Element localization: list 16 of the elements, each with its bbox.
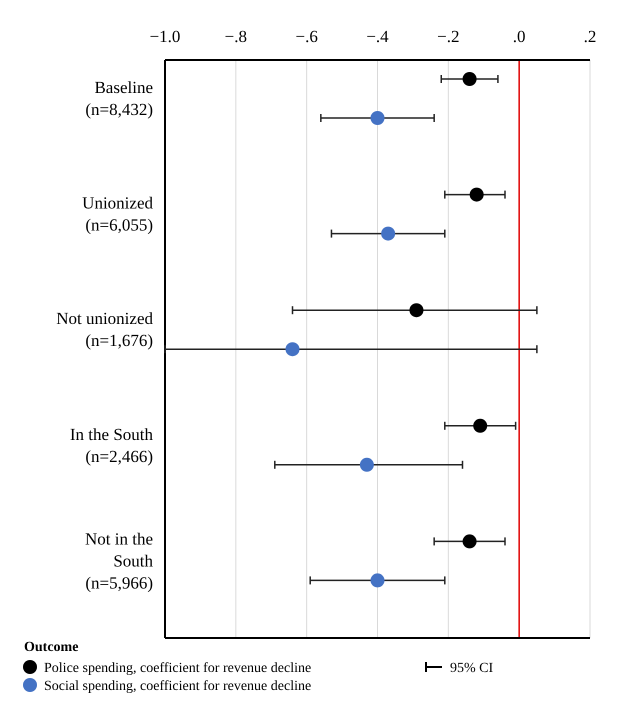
text: 95% CI (450, 661, 494, 676)
y-tick-label: Baseline (n=8,432) (85, 78, 153, 119)
x-tick-label: .2 (584, 27, 596, 46)
legend-label: Police spending, coefficient for revenue decline (44, 661, 312, 676)
x-tick-label: −.6 (295, 27, 318, 46)
y-tick-label: Not in the South (n=5,966) (85, 529, 154, 592)
y-tick-label: Not unionized (n=1,676) (56, 309, 154, 350)
legend-label: Social spending, coefficient for revenue decline (44, 679, 312, 694)
legend-title: Outcome (24, 640, 78, 655)
x-tick-label: −.8 (224, 27, 248, 46)
x-tick-label: .0 (512, 27, 526, 46)
x-tick-label: −.4 (366, 27, 390, 46)
x-tick-label: −1.0 (150, 27, 180, 46)
y-tick-label: Unionized (n=6,055) (82, 194, 154, 235)
x-tick-label: −.2 (437, 27, 460, 46)
y-tick-label: In the South (n=2,466) (70, 424, 154, 466)
